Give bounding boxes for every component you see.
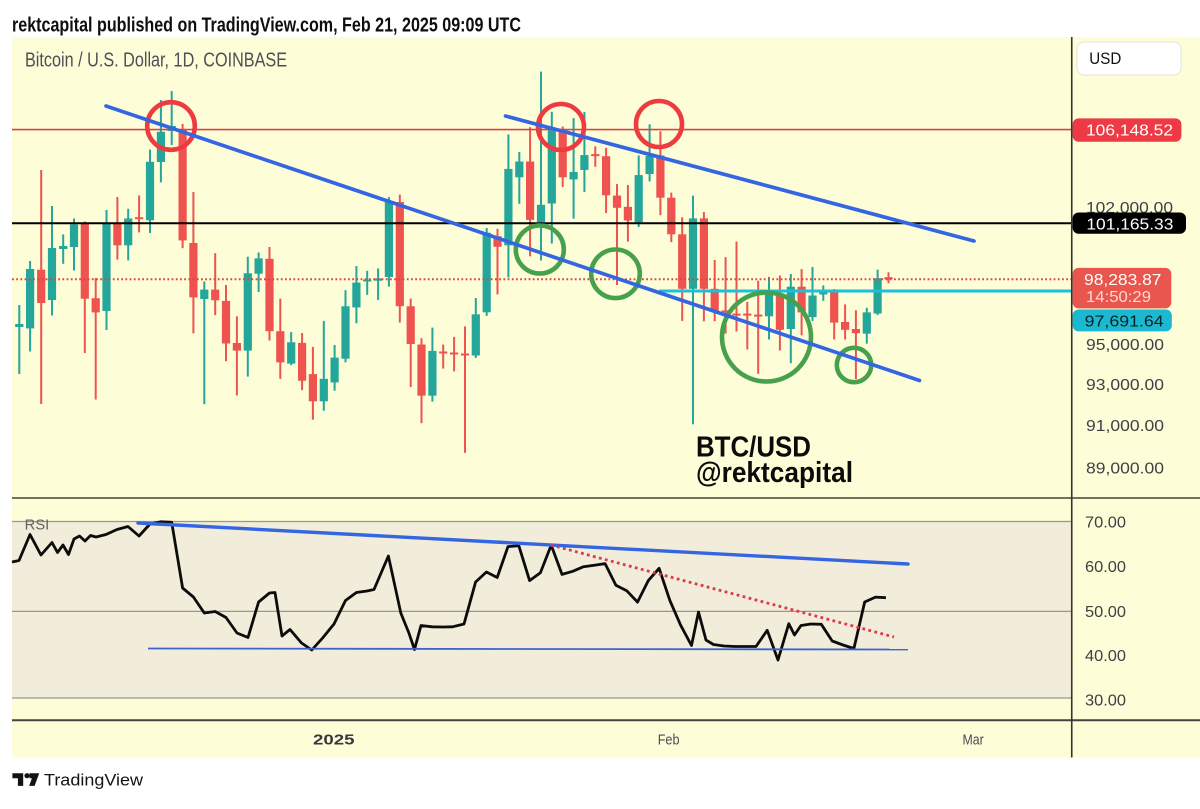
svg-text:RSI: RSI xyxy=(25,518,50,534)
svg-text:95,000.00: 95,000.00 xyxy=(1086,337,1164,354)
svg-text:97,691.64: 97,691.64 xyxy=(1085,314,1164,331)
svg-text:50.00: 50.00 xyxy=(1085,604,1126,621)
svg-text:@rektcapital: @rektcapital xyxy=(696,457,853,489)
svg-text:USD: USD xyxy=(1089,50,1121,68)
svg-text:Feb: Feb xyxy=(658,732,680,749)
svg-text:106,148.52: 106,148.52 xyxy=(1086,123,1173,140)
svg-text:rektcapital published on Tradi: rektcapital published on TradingView.com… xyxy=(12,15,521,37)
svg-text:89,000.00: 89,000.00 xyxy=(1086,461,1164,478)
svg-text:Bitcoin / U.S. Dollar, 1D, COI: Bitcoin / U.S. Dollar, 1D, COINBASE xyxy=(25,50,287,72)
svg-text:14:50:29: 14:50:29 xyxy=(1086,289,1151,306)
svg-text:TradingView: TradingView xyxy=(44,772,143,790)
svg-text:101,165.33: 101,165.33 xyxy=(1086,216,1173,233)
svg-text:30.00: 30.00 xyxy=(1085,692,1126,709)
svg-text:93,000.00: 93,000.00 xyxy=(1086,377,1164,394)
svg-text:91,000.00: 91,000.00 xyxy=(1086,418,1164,435)
svg-text:70.00: 70.00 xyxy=(1085,514,1126,531)
svg-text:98,283.87: 98,283.87 xyxy=(1084,272,1162,289)
svg-text:40.00: 40.00 xyxy=(1085,648,1126,665)
svg-text:Mar: Mar xyxy=(963,732,984,749)
svg-text:2025: 2025 xyxy=(313,732,355,749)
svg-text:BTC/USD: BTC/USD xyxy=(696,431,811,463)
svg-text:60.00: 60.00 xyxy=(1085,559,1126,576)
